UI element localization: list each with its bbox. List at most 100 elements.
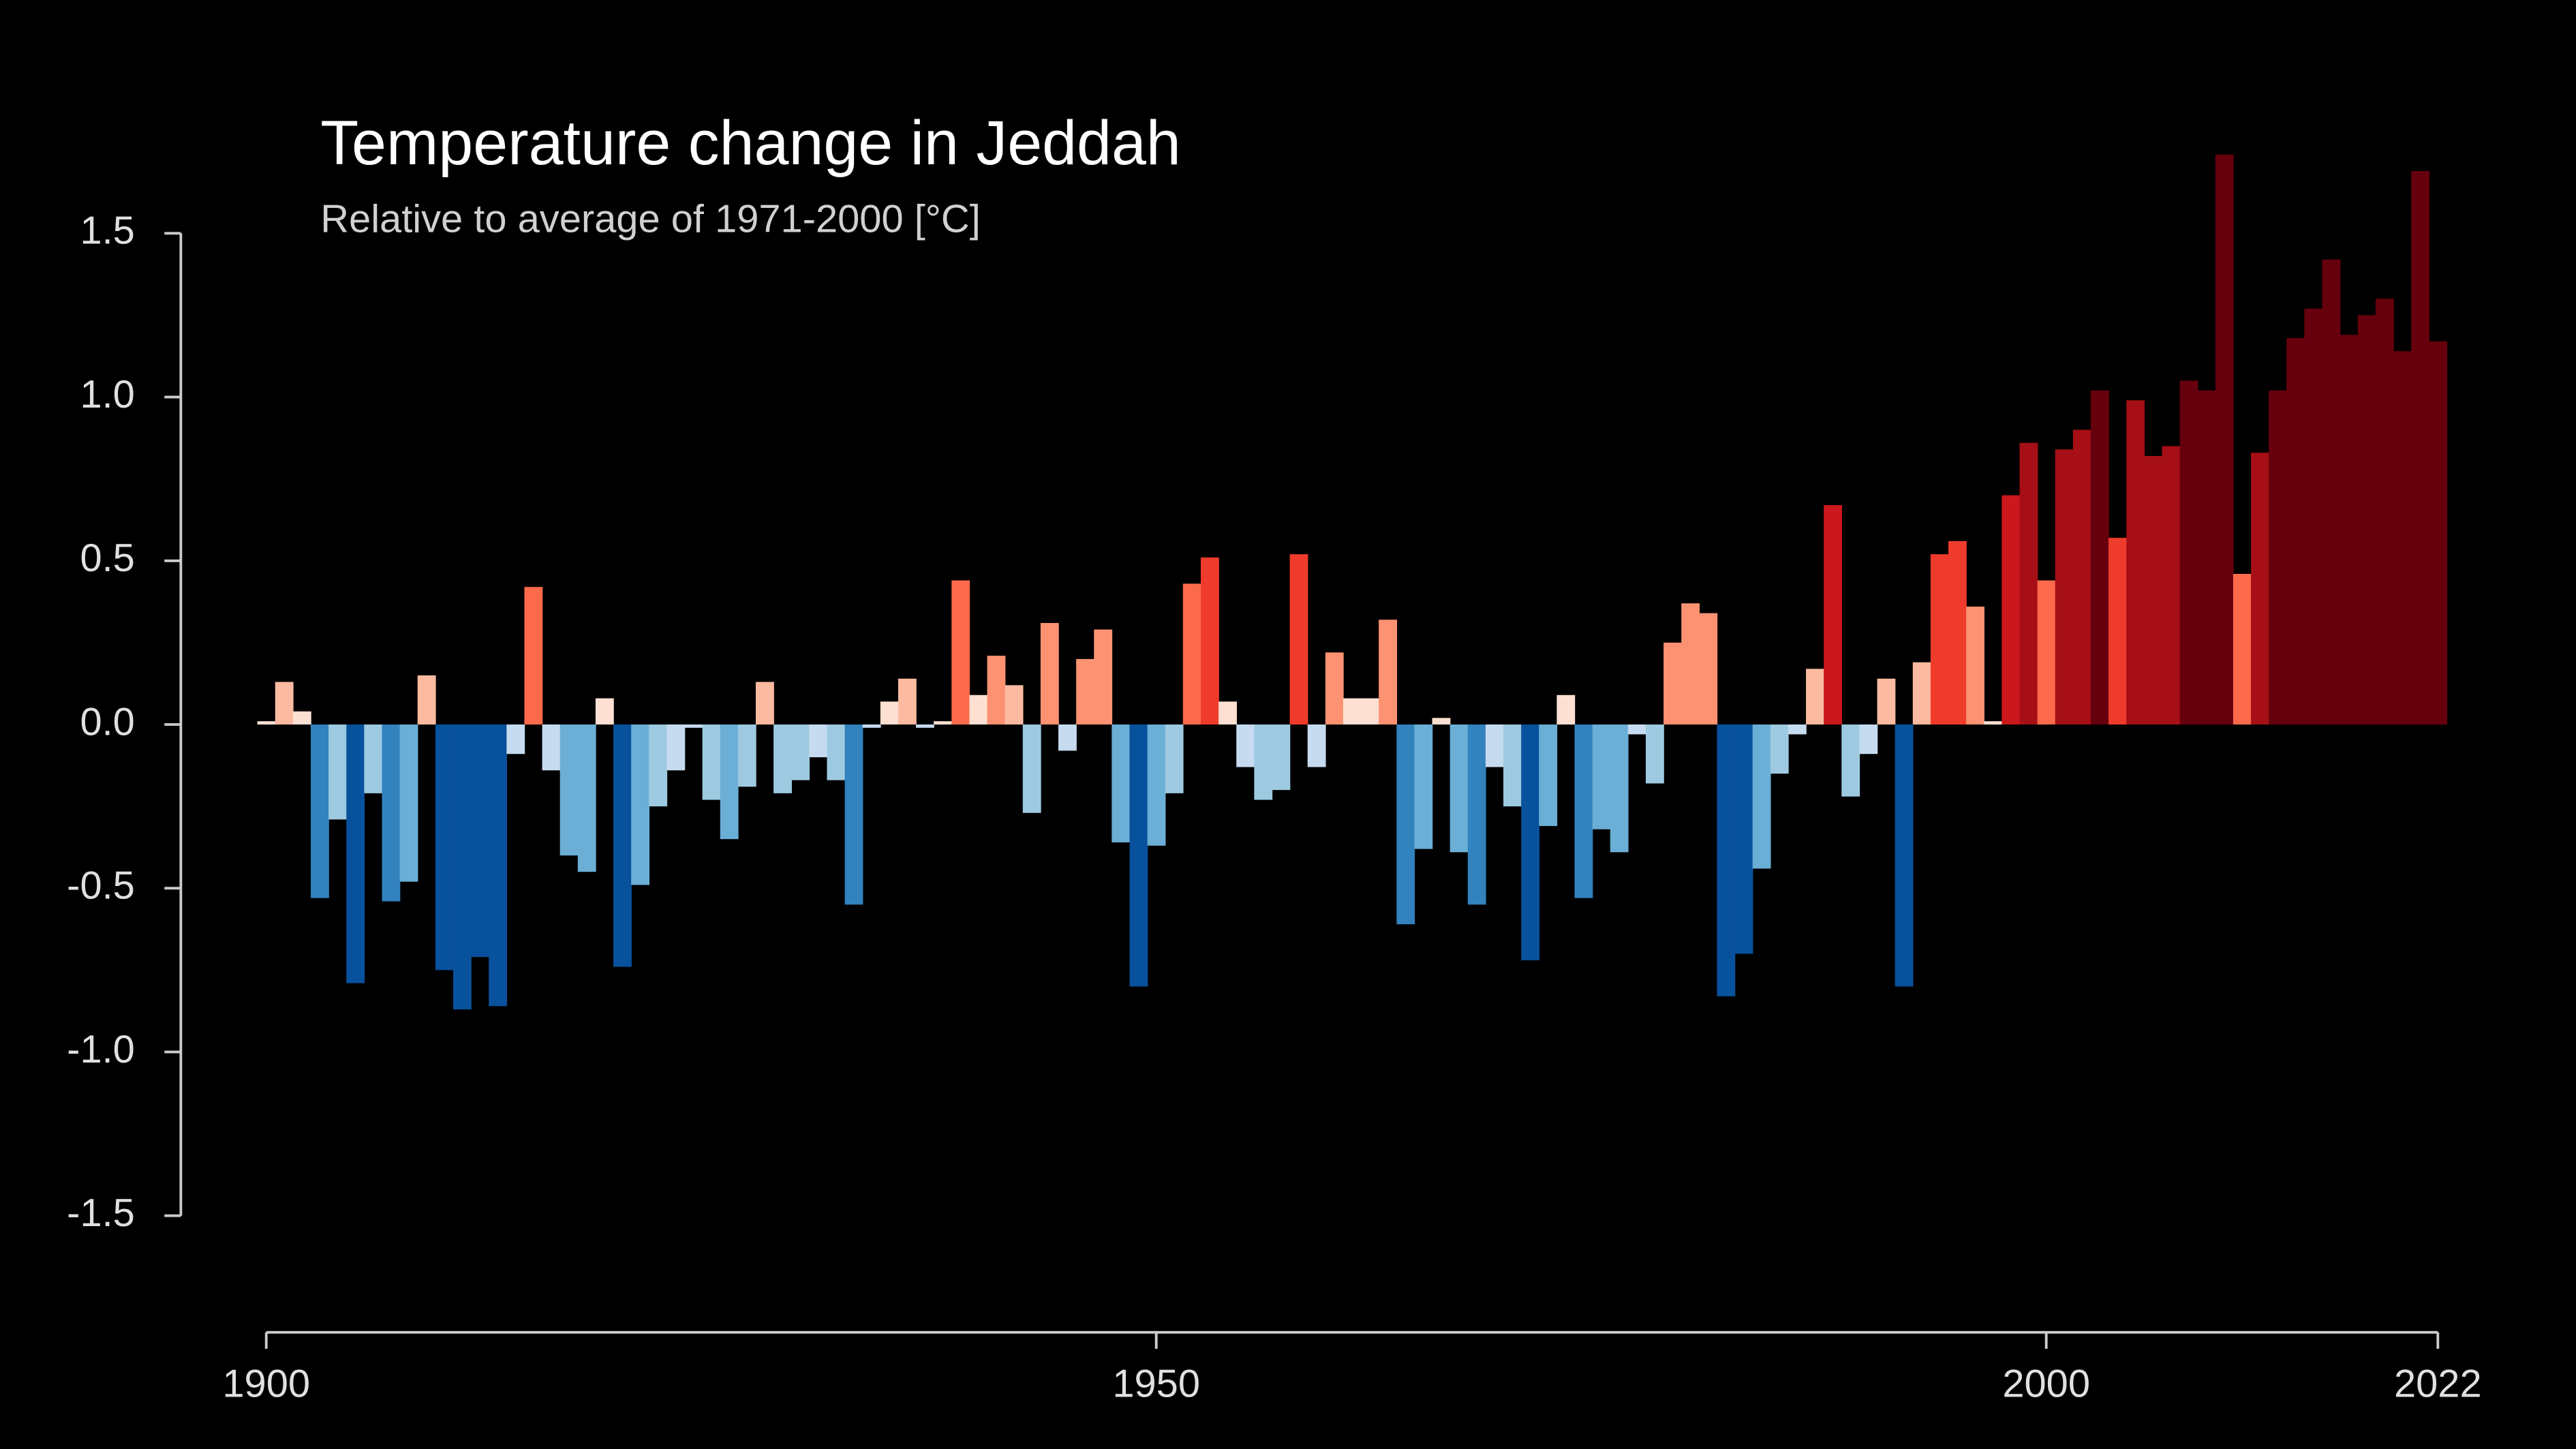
bar: [702, 724, 721, 800]
x-tick-label: 1900: [222, 1362, 310, 1406]
bar: [257, 721, 276, 724]
bar: [1912, 662, 1931, 724]
bar: [1165, 724, 1184, 793]
bar: [862, 724, 881, 728]
bar: [1094, 629, 1113, 724]
bar: [2072, 429, 2091, 724]
bar: [773, 724, 792, 793]
bar: [2179, 380, 2198, 724]
bar: [1521, 724, 1539, 960]
bar: [489, 724, 508, 1007]
bar: [346, 724, 365, 983]
bar: [684, 724, 703, 728]
bar: [542, 724, 561, 771]
bar: [1557, 695, 1576, 724]
bar: [1930, 554, 1949, 724]
bar: [1948, 540, 1967, 724]
bar: [2215, 154, 2234, 724]
bar: [1734, 724, 1753, 954]
bar: [1040, 623, 1059, 724]
bar: [2109, 538, 2127, 724]
bar: [506, 724, 525, 754]
bar: [649, 724, 668, 807]
bar: [1022, 724, 1041, 813]
bar: [898, 678, 917, 724]
bar: [1752, 724, 1771, 869]
bar: [613, 724, 632, 967]
bar: [1111, 724, 1131, 842]
bar: [595, 698, 614, 724]
bar: [1663, 642, 1682, 724]
y-tick-label: 1.5: [80, 209, 134, 253]
bar: [2429, 341, 2448, 724]
bar: [880, 701, 899, 724]
bar: [1058, 724, 1077, 751]
y-tick-label: 0.0: [80, 700, 134, 744]
bar: [1325, 652, 1344, 724]
bar: [1610, 724, 1629, 853]
bar: [1824, 505, 1843, 724]
bar: [1788, 724, 1807, 735]
bar: [577, 724, 596, 872]
bar: [1681, 603, 1700, 724]
bar: [2233, 573, 2252, 724]
bar: [1645, 724, 1664, 784]
y-tick-label: 0.5: [80, 536, 134, 580]
y-tick-label: -1.5: [67, 1191, 135, 1235]
bar: [809, 724, 828, 758]
bar: [1841, 724, 1860, 797]
bar: [1984, 721, 2003, 724]
bar: [1485, 724, 1504, 767]
bar: [2055, 449, 2074, 724]
bar: [1005, 685, 1024, 724]
bar: [666, 724, 686, 771]
bar: [328, 724, 347, 820]
bar: [1966, 607, 1984, 724]
bar: [1289, 554, 1308, 724]
bar: [1877, 678, 1896, 724]
chart-subtitle: Relative to average of 1971-2000 [°C]: [320, 198, 981, 241]
bar: [417, 675, 436, 724]
bar: [827, 724, 846, 780]
bar: [1432, 718, 1451, 724]
bar: [1307, 724, 1326, 767]
y-tick-label: 1.0: [80, 373, 134, 416]
bar: [311, 724, 329, 898]
bar: [934, 721, 953, 724]
bar: [1467, 724, 1486, 905]
bar: [631, 724, 650, 885]
bar: [2251, 453, 2269, 724]
bar: [2357, 315, 2376, 724]
bar: [1770, 724, 1789, 774]
bar: [2090, 390, 2109, 724]
bar: [1503, 724, 1522, 807]
bar: [453, 724, 472, 1010]
bar: [1379, 620, 1398, 724]
bar: [524, 587, 543, 724]
bar: [2037, 580, 2056, 724]
y-tick-label: -0.5: [67, 864, 135, 908]
bar: [2340, 335, 2359, 724]
bar: [364, 724, 383, 793]
bar: [1895, 724, 1914, 987]
bar: [1272, 724, 1291, 791]
bar: [471, 724, 489, 958]
bar: [275, 682, 294, 724]
bar: [399, 724, 418, 882]
bar: [1343, 698, 1362, 724]
bar: [1182, 583, 1201, 724]
bar: [292, 711, 311, 724]
bar: [559, 724, 579, 856]
bar: [1254, 724, 1273, 800]
bar: [1129, 724, 1148, 987]
bar: [1147, 724, 1166, 846]
bar: [791, 724, 810, 780]
bar: [2375, 299, 2394, 724]
bar: [844, 724, 863, 905]
bar: [2322, 259, 2341, 725]
bar: [1627, 724, 1646, 735]
bar: [2019, 442, 2038, 724]
bar: [2197, 390, 2216, 724]
chart-title: Temperature change in Jeddah: [320, 108, 1181, 178]
